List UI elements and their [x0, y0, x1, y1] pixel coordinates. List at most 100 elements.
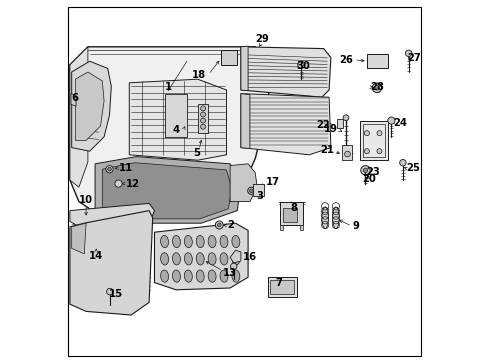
Ellipse shape: [172, 253, 180, 265]
Text: 15: 15: [108, 289, 122, 299]
Circle shape: [363, 168, 367, 172]
Bar: [253, 184, 264, 196]
Circle shape: [405, 50, 411, 57]
Polygon shape: [70, 203, 154, 229]
Bar: [336, 119, 343, 128]
Bar: [363, 124, 384, 157]
Circle shape: [217, 223, 221, 227]
Bar: [359, 121, 387, 160]
Circle shape: [364, 149, 368, 154]
Circle shape: [297, 61, 305, 68]
Ellipse shape: [184, 270, 192, 282]
Text: 19: 19: [323, 124, 337, 134]
Ellipse shape: [196, 253, 204, 265]
Circle shape: [215, 221, 223, 229]
Bar: [270, 280, 294, 294]
Circle shape: [200, 118, 205, 123]
Circle shape: [230, 263, 237, 270]
Circle shape: [200, 124, 205, 129]
Polygon shape: [241, 94, 330, 155]
Text: 27: 27: [407, 53, 420, 63]
Text: 30: 30: [296, 60, 310, 71]
Ellipse shape: [160, 235, 168, 248]
Polygon shape: [72, 223, 86, 254]
Text: 12: 12: [125, 179, 140, 189]
Bar: [267, 277, 296, 297]
Circle shape: [399, 159, 406, 166]
Text: 1: 1: [164, 82, 171, 92]
Bar: [366, 54, 387, 68]
Bar: [283, 208, 297, 222]
Text: 5: 5: [193, 148, 200, 158]
Polygon shape: [72, 61, 111, 151]
Polygon shape: [221, 50, 237, 65]
Ellipse shape: [231, 235, 239, 248]
Text: 20: 20: [362, 174, 376, 184]
Polygon shape: [102, 163, 231, 219]
Circle shape: [106, 288, 113, 295]
Circle shape: [364, 131, 368, 136]
Text: 24: 24: [392, 118, 407, 129]
Text: 18: 18: [191, 69, 205, 80]
Polygon shape: [70, 47, 269, 216]
Text: 11: 11: [118, 163, 132, 173]
Polygon shape: [230, 250, 241, 263]
Ellipse shape: [220, 253, 227, 265]
Text: 4: 4: [172, 125, 179, 135]
Text: 9: 9: [352, 221, 359, 231]
Ellipse shape: [196, 235, 204, 248]
Circle shape: [200, 112, 205, 117]
Text: 16: 16: [242, 252, 256, 262]
Polygon shape: [299, 225, 303, 230]
Ellipse shape: [172, 235, 180, 248]
Ellipse shape: [220, 270, 227, 282]
Circle shape: [247, 187, 254, 194]
Circle shape: [376, 149, 381, 154]
Text: 2: 2: [227, 220, 234, 230]
Ellipse shape: [184, 253, 192, 265]
Ellipse shape: [172, 270, 180, 282]
Ellipse shape: [321, 207, 328, 229]
Ellipse shape: [231, 270, 239, 282]
Ellipse shape: [332, 207, 339, 229]
Circle shape: [106, 166, 113, 173]
Ellipse shape: [160, 270, 168, 282]
Circle shape: [249, 189, 253, 193]
Bar: [279, 202, 303, 225]
Text: 22: 22: [316, 120, 329, 130]
Text: 7: 7: [275, 278, 282, 288]
Ellipse shape: [220, 235, 227, 248]
Polygon shape: [241, 47, 330, 97]
Text: 17: 17: [265, 177, 279, 187]
Ellipse shape: [196, 270, 204, 282]
Ellipse shape: [208, 235, 216, 248]
Circle shape: [344, 151, 349, 157]
Polygon shape: [95, 157, 241, 223]
Text: 10: 10: [79, 195, 93, 205]
Polygon shape: [241, 94, 249, 149]
Polygon shape: [75, 72, 104, 140]
Polygon shape: [70, 211, 152, 315]
Text: 14: 14: [89, 251, 103, 261]
Circle shape: [376, 131, 381, 136]
Text: 25: 25: [405, 163, 419, 173]
Circle shape: [360, 166, 369, 175]
Polygon shape: [129, 79, 226, 160]
Ellipse shape: [208, 270, 216, 282]
Text: 23: 23: [366, 167, 379, 177]
Bar: [342, 145, 352, 160]
Polygon shape: [70, 47, 88, 187]
Ellipse shape: [208, 253, 216, 265]
Circle shape: [374, 86, 378, 90]
Text: 21: 21: [319, 145, 333, 156]
Ellipse shape: [160, 253, 168, 265]
Polygon shape: [241, 46, 247, 91]
Ellipse shape: [231, 253, 239, 265]
Text: 29: 29: [254, 34, 268, 44]
Polygon shape: [154, 223, 247, 290]
Text: 3: 3: [256, 191, 263, 201]
Text: 28: 28: [369, 82, 383, 92]
Text: 8: 8: [290, 203, 297, 213]
Polygon shape: [279, 225, 283, 230]
Polygon shape: [71, 94, 76, 106]
